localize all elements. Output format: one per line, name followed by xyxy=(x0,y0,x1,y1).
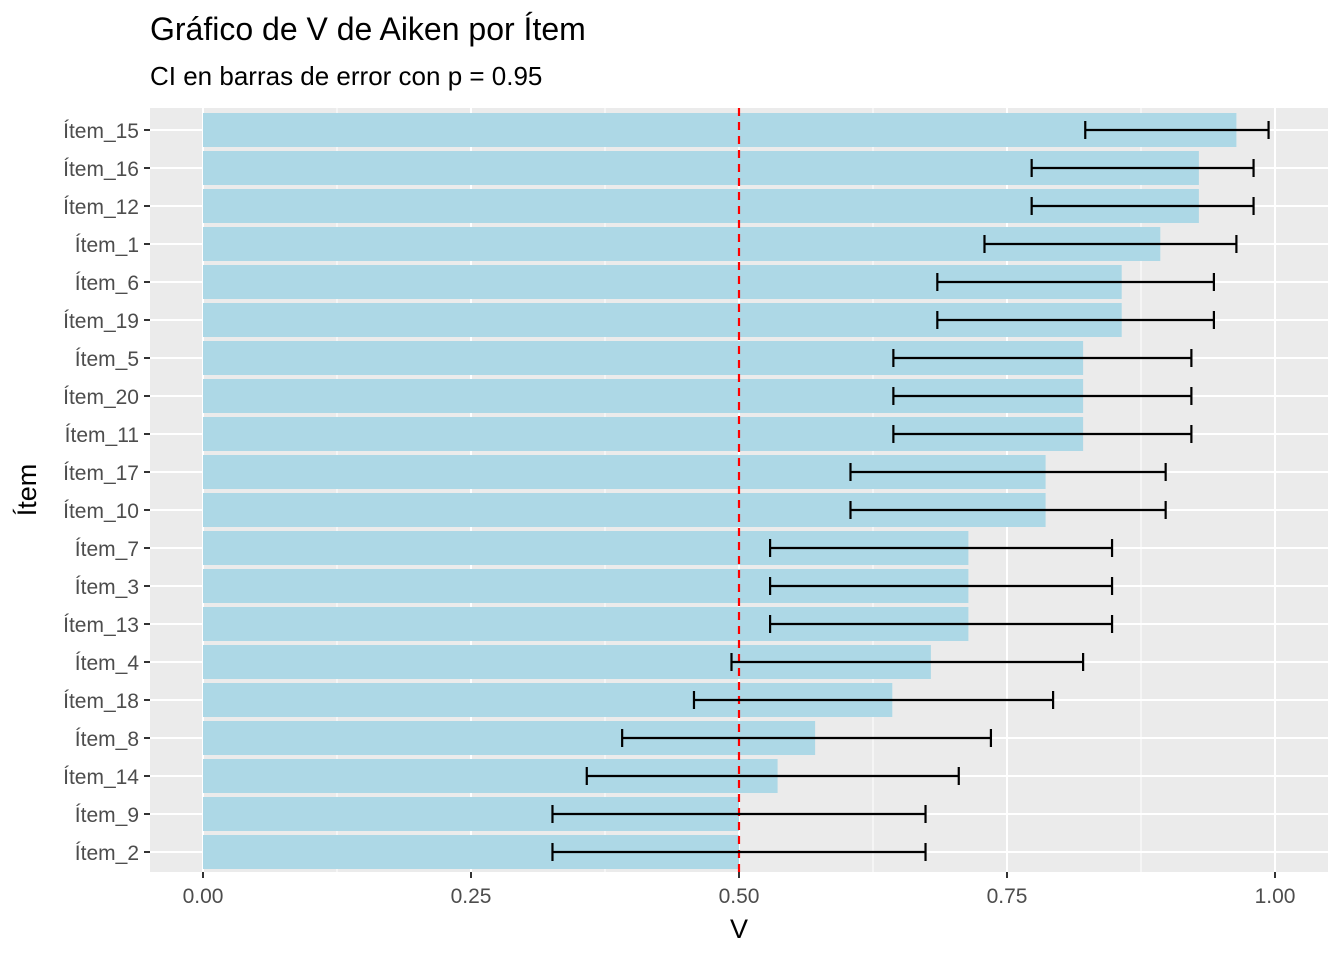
y-tick-label: Ítem_12 xyxy=(63,196,139,219)
y-tick-label: Ítem_9 xyxy=(75,804,139,827)
x-axis-label: V xyxy=(730,914,748,944)
x-tick-label: 0.25 xyxy=(451,885,492,908)
y-tick-label: Ítem_13 xyxy=(63,614,139,637)
y-tick-label: Ítem_4 xyxy=(75,652,140,675)
y-tick-label: Ítem_6 xyxy=(75,272,139,295)
x-tick-label: 0.50 xyxy=(719,885,760,908)
y-tick-label: Ítem_17 xyxy=(63,462,139,485)
y-tick-label: Ítem_20 xyxy=(63,386,139,409)
bar xyxy=(203,113,1237,147)
y-tick-label: Ítem_2 xyxy=(75,842,139,865)
y-tick-label: Ítem_16 xyxy=(63,158,139,181)
y-tick-label: Ítem_14 xyxy=(63,766,139,789)
y-tick-label: Ítem_19 xyxy=(63,310,139,333)
chart-title: Gráfico de V de Aiken por Ítem xyxy=(150,11,586,47)
y-tick-label: Ítem_7 xyxy=(75,538,139,561)
x-tick-label: 1.00 xyxy=(1255,885,1296,908)
chart-subtitle: CI en barras de error con p = 0.95 xyxy=(150,61,542,91)
y-tick-label: Ítem_8 xyxy=(75,728,139,751)
y-tick-label: Ítem_3 xyxy=(75,576,139,599)
y-tick-label: Ítem_5 xyxy=(75,348,139,371)
y-tick-label: Ítem_1 xyxy=(75,234,139,257)
y-tick-label: Ítem_15 xyxy=(63,120,139,143)
y-axis-label: Ítem xyxy=(12,464,42,517)
x-tick-label: 0.00 xyxy=(183,885,224,908)
y-tick-label: Ítem_18 xyxy=(63,690,139,713)
y-tick-label: Ítem_11 xyxy=(65,424,139,447)
x-tick-label: 0.75 xyxy=(987,885,1028,908)
y-tick-label: Ítem_10 xyxy=(63,500,139,523)
